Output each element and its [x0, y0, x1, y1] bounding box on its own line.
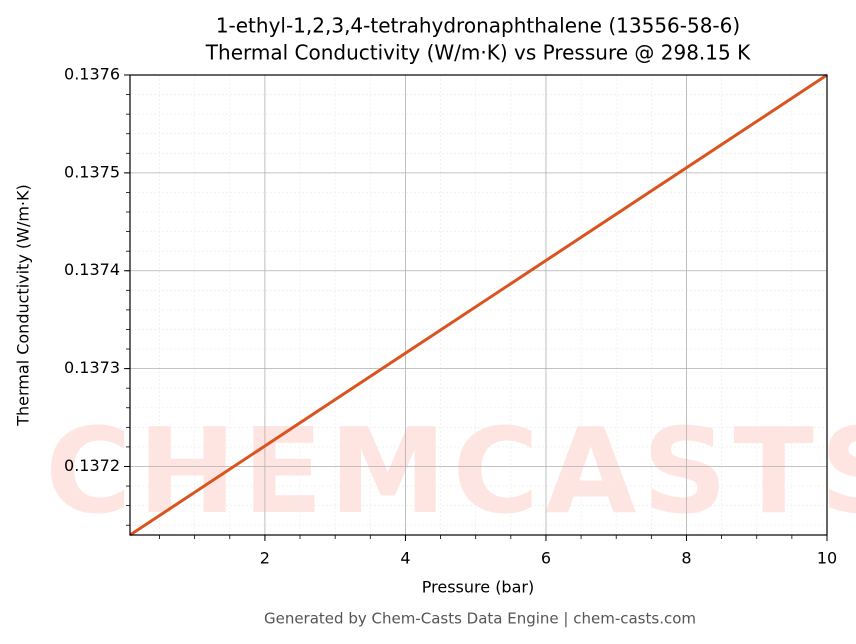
x-tick-label: 8	[681, 549, 691, 568]
y-tick-label: 0.1376	[64, 65, 120, 84]
y-tick-label: 0.1372	[64, 456, 120, 475]
watermark: CHEMCASTS	[45, 402, 856, 540]
plot-frame	[129, 74, 828, 536]
x-tick-label: 2	[260, 549, 270, 568]
y-axis-label: Thermal Conductivity (W/m·K)	[14, 184, 33, 427]
chart-title: 1-ethyl-1,2,3,4-tetrahydronaphthalene (1…	[216, 14, 740, 38]
footer: Generated by Chem-Casts Data Engine | ch…	[264, 610, 696, 628]
y-tick-label: 0.1374	[64, 260, 120, 279]
chart-subtitle: Thermal Conductivity (W/m·K) vs Pressure…	[205, 41, 751, 65]
x-tick-label: 4	[400, 549, 410, 568]
x-tick-label: 10	[817, 549, 837, 568]
data-line	[129, 73, 828, 537]
x-tick-label: 6	[541, 549, 551, 568]
y-tick-label: 0.1375	[64, 162, 120, 181]
x-axis-label: Pressure (bar)	[422, 578, 534, 597]
y-tick-label: 0.1373	[64, 358, 120, 377]
